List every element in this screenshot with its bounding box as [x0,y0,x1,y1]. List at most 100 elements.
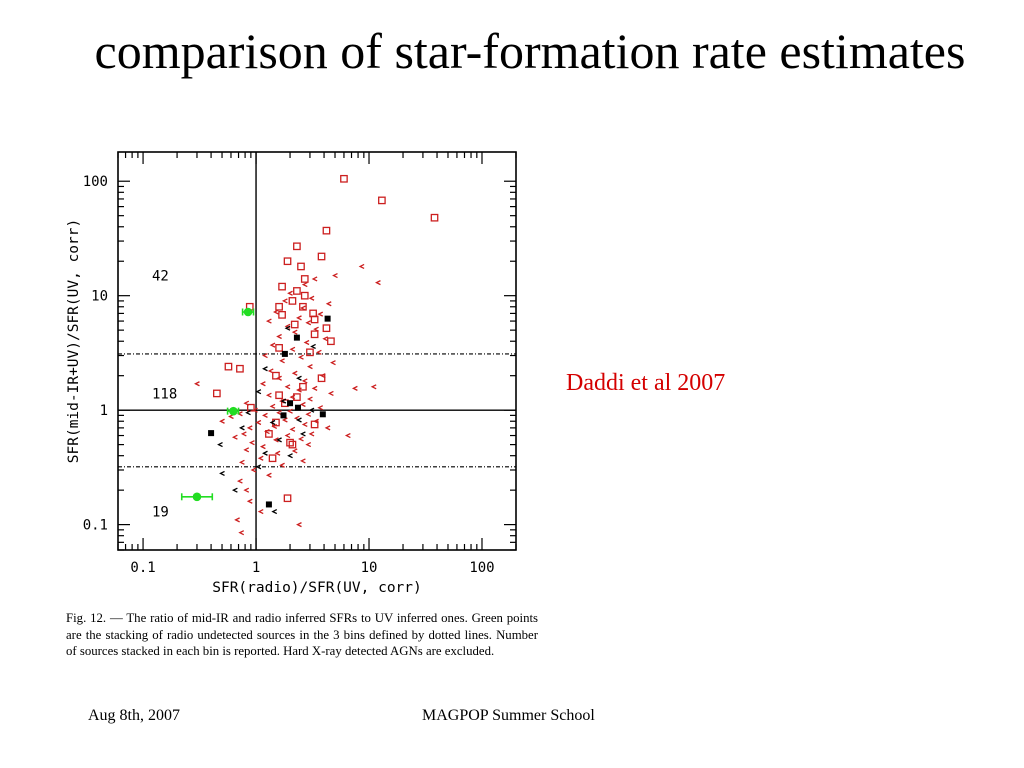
upper-limit-point [259,444,266,450]
open-square-point [213,389,221,398]
upper-limit-point [315,349,322,355]
open-square-point [293,393,301,401]
y-axis-label: SFR(mid-IR+UV)/SFR(UV, corr) [66,219,82,463]
upper-limit-point [279,358,285,364]
black-limit-point [280,398,287,404]
black-limit-point [231,487,238,493]
y-tick-label: 1 [100,403,108,419]
upper-limit-point [325,301,332,307]
open-square-point [283,494,292,503]
black-limit-point [262,450,268,456]
scatter-chart: 0.1 1 10 100 0.1 1 10 100 SFR(radio)/SFR(UV, cor… [66,151,517,596]
upper-limit-point [281,417,288,423]
upper-limit-point [305,411,312,417]
upper-limit-point [299,305,306,311]
upper-limit-point [289,426,296,432]
upper-limit-point [289,394,296,400]
open-square-point [278,311,286,319]
open-square-point [275,391,283,400]
upper-limit-point [262,412,268,418]
open-square-point [236,364,244,373]
open-square-point [310,330,319,339]
x-axis-label: SFR(radio)/SFR(UV, corr) [212,580,422,596]
footer-date: Aug 8th, 2007 [88,707,180,724]
upper-limit-point [296,387,302,393]
upper-limit-point [344,432,351,439]
upper-limit-point [306,364,313,370]
upper-limit-point [311,276,318,282]
upper-limit-point [243,447,250,453]
upper-limit-point [269,342,276,348]
open-square-point [275,302,283,311]
upper-limit-point [255,419,262,426]
open-square-point [265,430,273,438]
x-tick-label: 1 [252,560,260,576]
upper-limit-point [305,442,312,448]
open-square-point [340,174,348,183]
upper-limit-point [322,336,329,342]
upper-limit-point [243,400,250,406]
open-square-point [288,440,297,449]
black-limit-point [269,419,276,426]
upper-limit-point [257,455,264,461]
upper-limit-point [272,437,279,443]
upper-limit-point [308,295,315,301]
bin-count-label: 118 [152,386,177,402]
upper-limit-point [231,434,238,440]
upper-limit-point [358,263,365,270]
filled-square-point [208,430,215,437]
upper-limit-point [291,448,298,454]
upper-limit-point [327,390,334,396]
upper-limit-point [351,385,358,391]
upper-limit-point [234,517,240,523]
upper-limit-point [291,370,298,376]
open-square-point [224,362,233,371]
upper-limit-point [332,272,338,279]
figure-caption: Fig. 12. — The ratio of mid-IR and radio… [66,610,538,660]
upper-limit-point [308,431,315,437]
open-square-point [290,320,299,329]
open-square-point [300,275,309,283]
filled-square-point [324,315,331,322]
open-square-point [299,302,307,311]
upper-limit-point [319,373,326,379]
open-square-point [247,403,255,412]
upper-limit-point [306,396,313,402]
upper-limit-point [246,425,253,431]
open-square-point [300,291,309,300]
black-limit-point [219,470,225,477]
upper-limit-point [240,431,247,437]
open-square-point [430,213,439,222]
open-square-point [299,382,307,391]
black-limit-point [262,366,268,372]
open-square-point [297,262,305,271]
filled-square-point [287,400,294,407]
filled-square-point [280,412,287,419]
open-square-point [317,252,326,261]
upper-limit-point [317,311,324,317]
upper-limit-point [324,425,331,431]
upper-limit-point [305,320,312,326]
upper-limit-point [238,459,245,465]
black-limit-point [255,464,262,470]
upper-limit-point [236,478,243,484]
plot-frame [117,151,517,551]
upper-limit-point [243,487,250,493]
upper-limit-point [301,421,308,428]
black-limit-point [238,425,245,431]
black-limit-point [308,407,315,413]
upper-limit-point [259,381,266,387]
upper-limit-point [252,407,258,413]
bin-count-label: 19 [152,505,169,521]
upper-limit-point [287,290,293,296]
open-square-point [378,196,386,205]
upper-limit-point [265,472,272,478]
upper-limit-point [301,378,308,384]
open-square-point [275,344,283,352]
upper-limit-point [313,326,319,332]
caption-label: Fig. 12. [66,611,107,625]
open-square-point [310,315,319,324]
x-tick-label: 10 [361,560,378,576]
upper-limit-point [303,339,310,346]
upper-limit-point [238,530,245,536]
